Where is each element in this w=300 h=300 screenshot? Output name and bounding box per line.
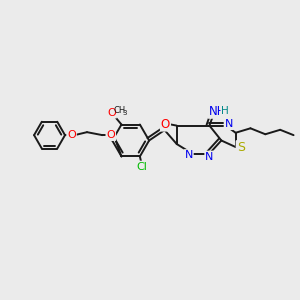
- Text: H: H: [221, 106, 229, 116]
- Text: N: N: [205, 152, 214, 161]
- Text: O: O: [161, 118, 170, 130]
- Text: O: O: [107, 108, 116, 118]
- Text: Cl: Cl: [136, 162, 147, 172]
- Text: N: N: [225, 119, 233, 129]
- Text: 3: 3: [122, 110, 127, 116]
- Text: NH: NH: [209, 105, 226, 118]
- Text: O: O: [106, 130, 115, 140]
- Text: H: H: [161, 119, 169, 129]
- Text: CH: CH: [114, 106, 126, 115]
- Text: N: N: [184, 150, 193, 160]
- Text: S: S: [237, 141, 245, 154]
- Text: O: O: [67, 130, 76, 140]
